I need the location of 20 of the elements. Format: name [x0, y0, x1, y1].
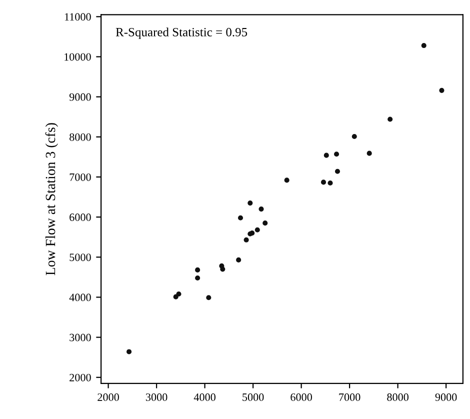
x-tick-label: 8000 — [387, 393, 408, 401]
y-tick-label: 8000 — [70, 133, 91, 141]
annotation: R-Squared Statistic = 0.95 — [116, 28, 248, 39]
x-tick-label: 3000 — [146, 393, 168, 401]
x-tick-label: 5000 — [242, 393, 264, 401]
x-tick-label: 4000 — [194, 393, 216, 401]
y-tick-label: 2000 — [70, 374, 91, 382]
y-tick-label: 11000 — [64, 13, 91, 21]
y-tick-label: 6000 — [70, 214, 91, 222]
y-tick-label: 5000 — [70, 254, 91, 262]
y-tick-label: 7000 — [70, 173, 91, 181]
y-tick-label: 4000 — [69, 294, 91, 302]
y-axis-title: Low Flow at Station 3 (cfs) — [45, 123, 58, 276]
x-tick-label: 9000 — [435, 393, 457, 401]
x-tick-label: 6000 — [290, 393, 312, 401]
y-tick-label: 3000 — [70, 334, 91, 342]
x-tick-label: 7000 — [339, 393, 360, 401]
y-tick-label: 10000 — [64, 53, 91, 61]
x-tick-label: 2000 — [98, 393, 119, 401]
y-tick-label: 9000 — [69, 93, 91, 101]
